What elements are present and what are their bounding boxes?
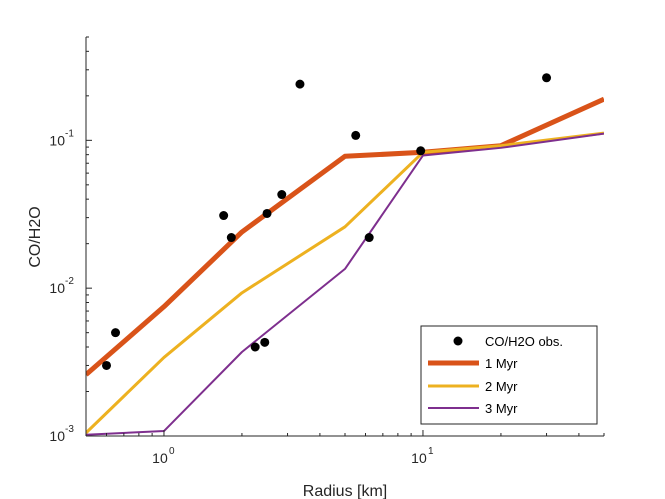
observation-point <box>351 130 361 140</box>
series-line-2 <box>86 131 604 434</box>
y-tick-exponent: -3 <box>65 424 74 435</box>
y-tick-base: 10 <box>49 280 65 296</box>
y-tick-base: 10 <box>49 428 65 444</box>
legend-label-observations: CO/H2O obs. <box>485 334 563 349</box>
observation-point <box>416 146 426 156</box>
y-tick-label: 10 -2 <box>49 276 74 296</box>
legend: CO/H2O obs. 1 Myr 2 Myr 3 Myr <box>420 325 598 425</box>
x-tick-label: 10 0 <box>152 446 175 466</box>
x-tick-base: 10 <box>152 450 168 466</box>
x-tick-label: 10 1 <box>411 446 434 466</box>
legend-label-2: 2 Myr <box>485 379 518 394</box>
observation-point <box>219 211 229 221</box>
observation-point <box>295 79 305 89</box>
x-tick-base: 10 <box>411 450 427 466</box>
observation-point <box>226 233 236 243</box>
axes: 10 0 10 110 -310 -210 -1 <box>49 36 605 466</box>
observation-point <box>542 73 552 83</box>
observation-point <box>102 360 112 370</box>
x-tick-exponent: 1 <box>428 446 434 457</box>
observation-point <box>260 337 270 347</box>
x-axis-title: Radius [km] <box>303 483 387 499</box>
observation-point <box>250 342 260 352</box>
legend-label-3: 3 Myr <box>485 401 518 416</box>
observation-point <box>262 208 272 218</box>
y-tick-label: 10 -1 <box>49 128 74 148</box>
y-tick-base: 10 <box>49 132 65 148</box>
y-tick-exponent: -2 <box>65 276 74 287</box>
legend-label-1: 1 Myr <box>485 356 518 371</box>
x-tick-exponent: 0 <box>169 446 175 457</box>
observation-point <box>364 233 374 243</box>
observation-point <box>111 328 121 338</box>
y-tick-exponent: -1 <box>65 128 74 139</box>
y-tick-label: 10 -3 <box>49 424 74 444</box>
legend-marker-observations <box>453 336 463 346</box>
y-axis-title: CO/H2O <box>27 206 44 267</box>
observation-point <box>277 190 287 200</box>
